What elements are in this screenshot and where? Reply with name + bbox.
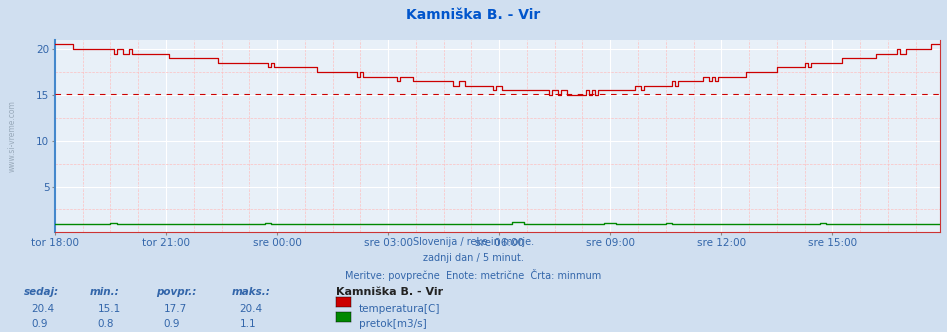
Text: Kamniška B. - Vir: Kamniška B. - Vir — [406, 8, 541, 22]
Text: 17.7: 17.7 — [164, 304, 188, 314]
Text: www.si-vreme.com: www.si-vreme.com — [8, 100, 17, 172]
Text: 20.4: 20.4 — [240, 304, 262, 314]
Text: temperatura[C]: temperatura[C] — [359, 304, 440, 314]
Text: Kamniška B. - Vir: Kamniška B. - Vir — [336, 287, 443, 297]
Text: Meritve: povprečne  Enote: metrične  Črta: minmum: Meritve: povprečne Enote: metrične Črta:… — [346, 269, 601, 281]
Text: pretok[m3/s]: pretok[m3/s] — [359, 319, 427, 329]
Text: 0.9: 0.9 — [164, 319, 180, 329]
Text: min.:: min.: — [90, 287, 119, 297]
Text: povpr.:: povpr.: — [156, 287, 197, 297]
Text: Slovenija / reke in morje.: Slovenija / reke in morje. — [413, 237, 534, 247]
Text: sedaj:: sedaj: — [24, 287, 59, 297]
Text: 15.1: 15.1 — [98, 304, 121, 314]
Text: zadnji dan / 5 minut.: zadnji dan / 5 minut. — [423, 253, 524, 263]
Text: 20.4: 20.4 — [31, 304, 54, 314]
Text: 0.9: 0.9 — [31, 319, 47, 329]
Text: 0.8: 0.8 — [98, 319, 114, 329]
Text: maks.:: maks.: — [232, 287, 271, 297]
Text: 1.1: 1.1 — [240, 319, 257, 329]
